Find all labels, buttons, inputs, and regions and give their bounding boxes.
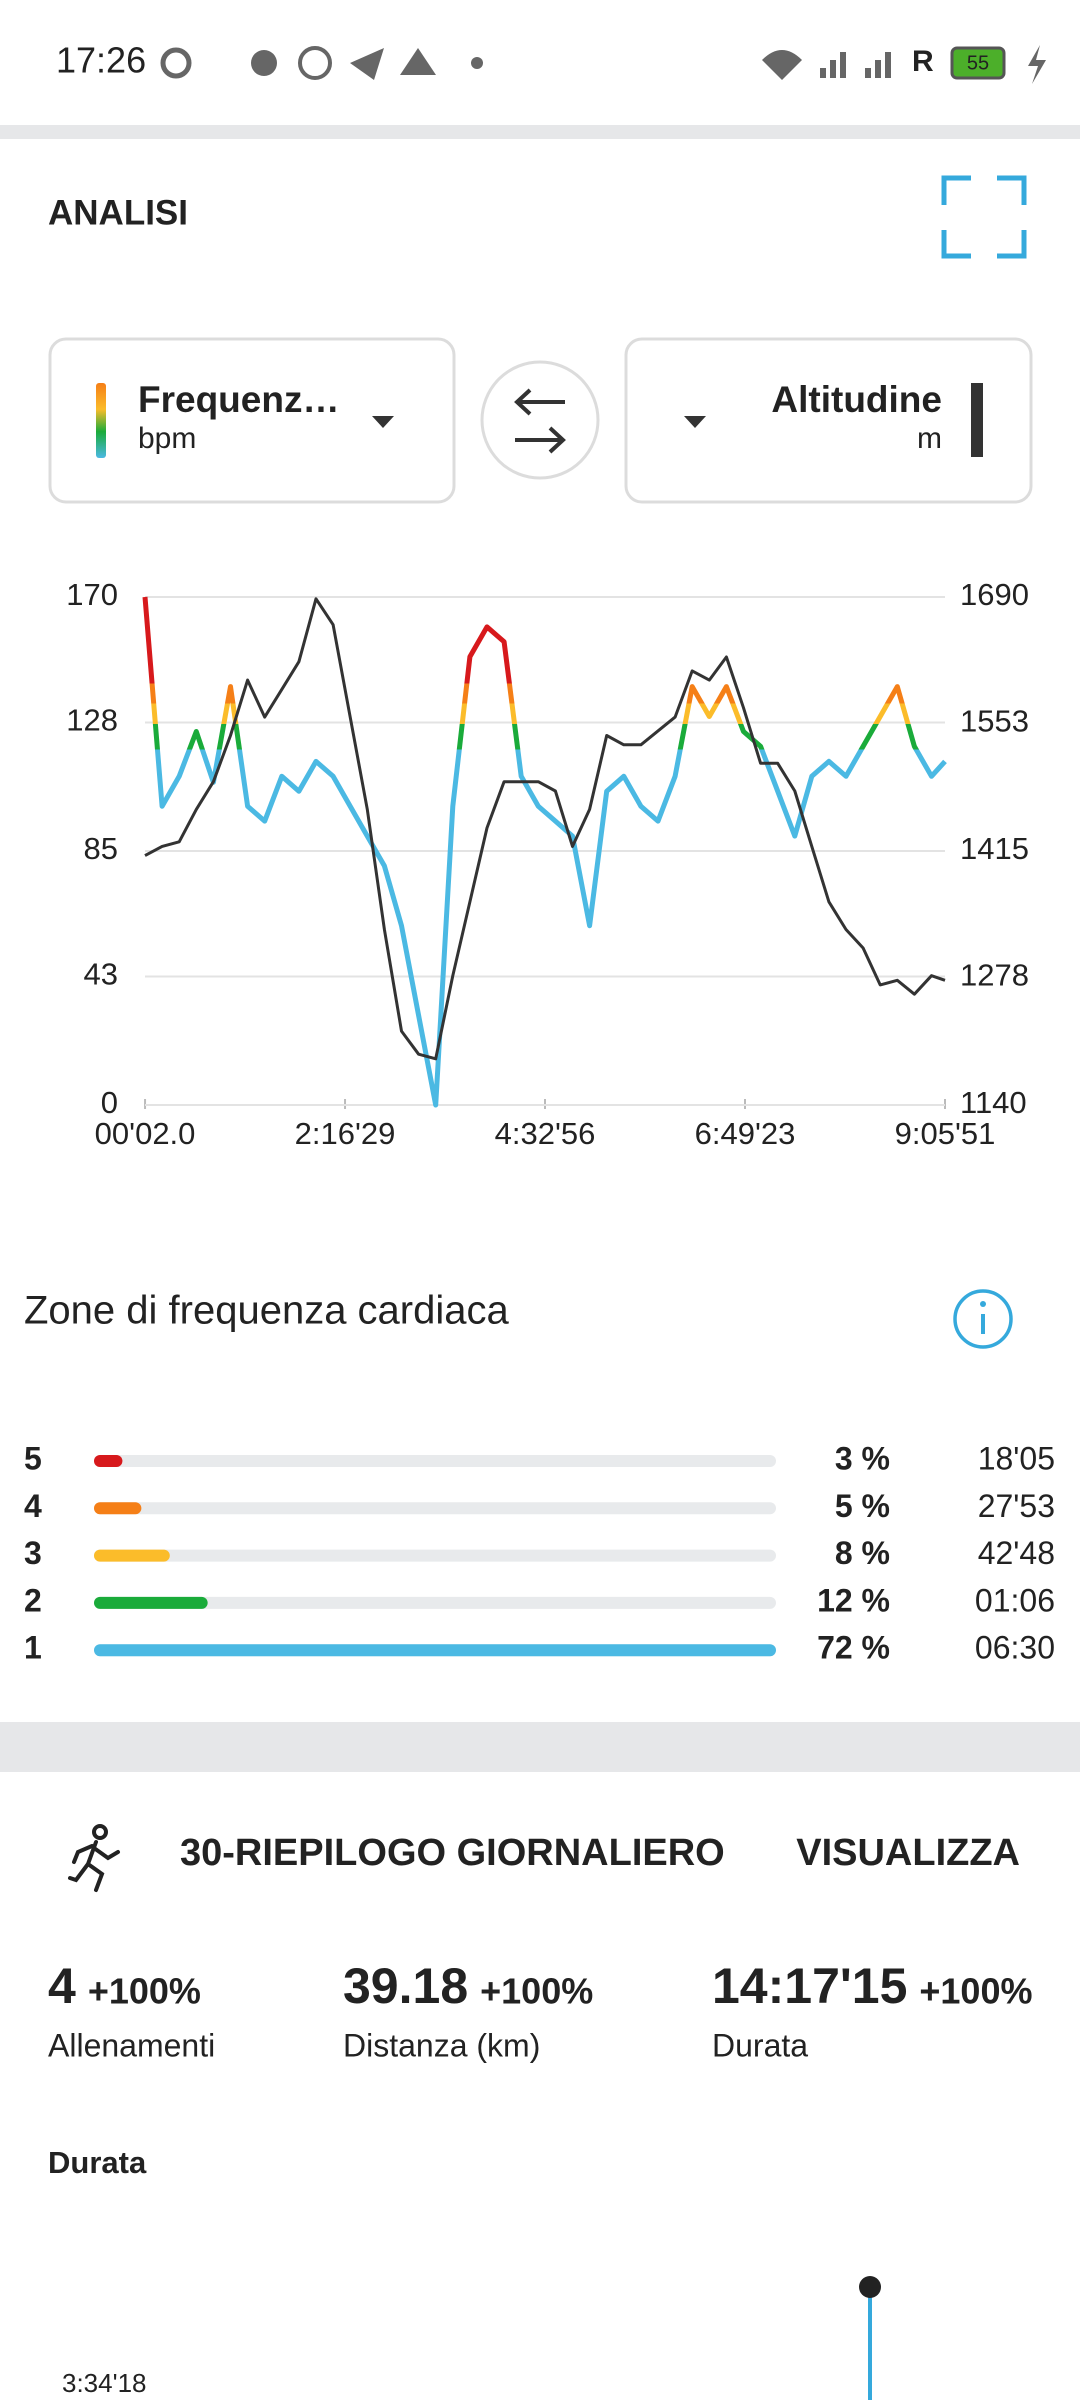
zone-bar: [94, 1644, 776, 1657]
y-tick-label: 128: [66, 703, 118, 738]
stat-change: +100%: [88, 1971, 201, 2012]
status-icons: [160, 46, 891, 80]
summary-title: 30-RIEPILOGO GIORNALIERO: [180, 1832, 725, 1874]
altitude-line: [144, 597, 946, 1061]
y-tick-label: 0: [101, 1085, 118, 1120]
zone-percent: 3 %: [835, 1440, 890, 1476]
dropdown-arrow: [684, 416, 706, 428]
y2-tick-label: 1553: [960, 704, 1029, 739]
stat-label: Allenamenti: [48, 2027, 215, 2063]
stats: 4 +100% Allenamenti 39.18 +100% Distanza (km)…: [48, 1958, 1033, 2063]
stat-change: +100%: [480, 1971, 593, 2012]
y2-tick-label: 1415: [960, 831, 1029, 866]
zone-bar: [94, 1596, 208, 1609]
zone-number: 5: [24, 1440, 42, 1476]
alt-legend-swatch: [971, 383, 983, 457]
swap-icon: [514, 388, 566, 454]
zone-percent: 72 %: [817, 1630, 890, 1666]
info-icon: [981, 1314, 985, 1334]
zone-percent: 5 %: [835, 1488, 890, 1524]
battery-icon: [950, 46, 1006, 80]
swap-button[interactable]: [480, 360, 600, 480]
stat-label: Distanza (km): [343, 2027, 540, 2063]
y-tick-label: 170: [66, 577, 118, 612]
x-tick-label: 2:16'29: [295, 1116, 396, 1151]
right-selector-unit: m: [917, 422, 942, 455]
y2-tick-label: 1690: [960, 577, 1029, 612]
zone-bar: [94, 1549, 170, 1562]
info-button[interactable]: [953, 1289, 1013, 1349]
stat-label: Durata: [712, 2027, 808, 2063]
x-tick-label: 00'02.0: [95, 1116, 196, 1151]
heart-rate-line: [142, 596, 947, 1108]
zone-time: 42'48: [978, 1535, 1055, 1571]
left-selector-unit: bpm: [138, 422, 196, 455]
zone-track: [94, 1549, 776, 1562]
view-button[interactable]: VISUALIZZA: [796, 1832, 1020, 1874]
zone-number: 2: [24, 1582, 42, 1618]
y-tick-label: 85: [84, 831, 118, 866]
hr-legend-swatch: [96, 383, 106, 458]
zones-list: 5 3 % 18'05 4 5 % 27'53 3 8 % 42'48 2 12 % 01:06 1 72…: [24, 1440, 1055, 1665]
zone-time: 27'53: [978, 1488, 1055, 1524]
stat-value: 14:17'15: [712, 1958, 907, 2014]
duration-subtitle: Durata: [48, 2145, 147, 2180]
y2-tick-label: 1278: [960, 958, 1029, 993]
zone-track: [94, 1455, 776, 1467]
x-tick-label: 6:49'23: [695, 1116, 796, 1151]
duration-point: [859, 2276, 881, 2298]
battery-level: 55: [967, 52, 989, 74]
stat-change: +100%: [919, 1971, 1032, 2012]
chart: 0 43 85 128 170 1140 1278 1415 1553 1690 00'02.0 2:…: [66, 577, 1029, 1151]
zone-number: 4: [24, 1488, 42, 1524]
section-title: ANALISI: [48, 193, 188, 232]
y2-tick-label: 1140: [960, 1085, 1027, 1120]
duration-axis-label: 3:34'18: [62, 2368, 147, 2398]
charging-icon: [1028, 45, 1046, 84]
zones-title: Zone di frequenza cardiaca: [24, 1289, 510, 1333]
zone-number: 3: [24, 1535, 42, 1571]
left-selector-label: Frequenz…: [138, 379, 339, 420]
divider: [0, 125, 1080, 139]
zone-percent: 8 %: [835, 1535, 890, 1571]
zone-time: 06:30: [975, 1630, 1055, 1666]
zone-track: [94, 1502, 776, 1515]
running-icon: [68, 1824, 120, 1892]
right-selector[interactable]: [624, 337, 1033, 504]
y-tick-label: 43: [84, 957, 118, 992]
zone-bar: [94, 1455, 123, 1467]
zone-percent: 12 %: [817, 1582, 890, 1618]
x-tick-label: 4:32'56: [495, 1116, 596, 1151]
stat-value: 39.18: [343, 1958, 468, 2014]
divider: [0, 1722, 1080, 1772]
fullscreen-button[interactable]: [941, 175, 1027, 259]
dropdown-arrow: [372, 416, 394, 428]
x-tick-label: 9:05'51: [895, 1116, 996, 1151]
left-selector[interactable]: [48, 337, 456, 504]
status-network: R: [912, 45, 934, 78]
zone-bar: [94, 1502, 142, 1515]
zone-time: 01:06: [975, 1582, 1055, 1618]
zone-number: 1: [24, 1630, 42, 1666]
info-icon: [980, 1301, 986, 1307]
zone-time: 18'05: [978, 1440, 1055, 1476]
right-selector-label: Altitudine: [771, 379, 942, 420]
stat-value: 4: [48, 1958, 76, 2014]
status-bar: [0, 0, 1080, 125]
zone-track: [94, 1596, 776, 1609]
status-time: 17:26: [56, 40, 146, 81]
